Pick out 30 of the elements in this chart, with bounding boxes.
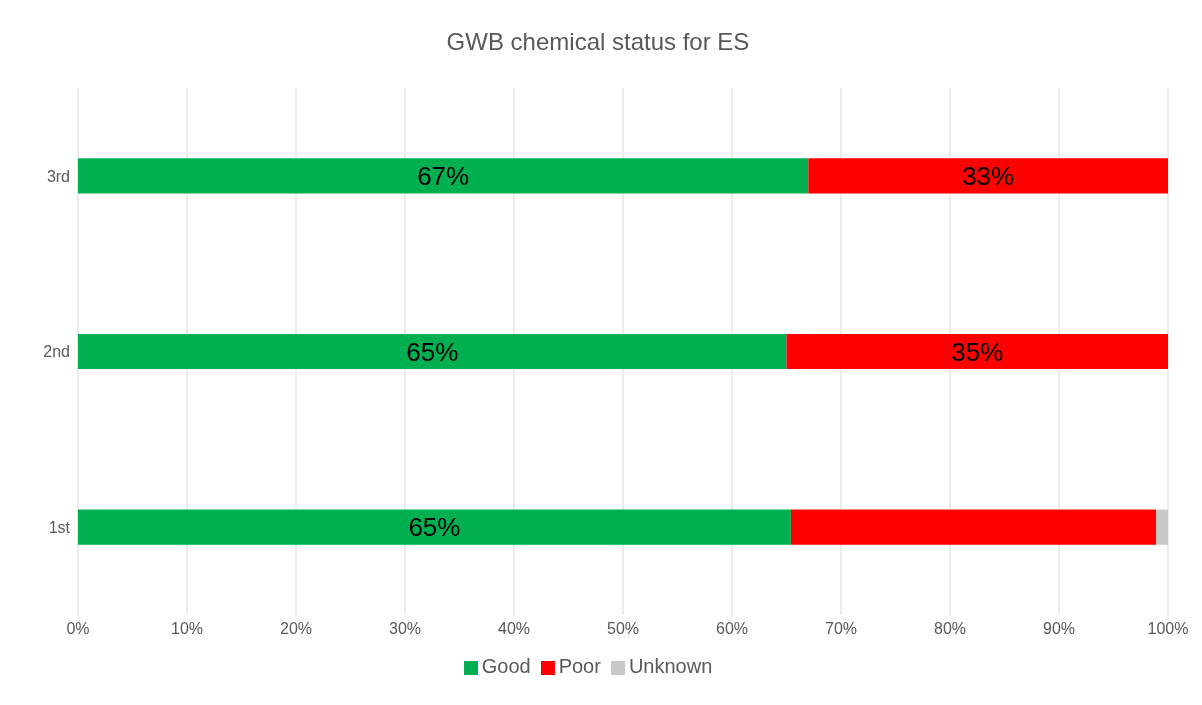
bar (78, 333, 787, 370)
bar (78, 158, 809, 194)
bar (808, 158, 1168, 194)
x-tick-label: 30% (388, 620, 422, 638)
x-tick-label: 100% (1147, 620, 1189, 638)
y-tick-label: 2nd (43, 343, 70, 361)
bar (790, 509, 1157, 545)
chart-title: GWB chemical status for ES (445, 27, 751, 57)
bar (1156, 509, 1168, 545)
x-tick-label: 0% (66, 620, 90, 638)
x-tick-label: 10% (170, 620, 204, 638)
x-tick-label: 50% (606, 620, 640, 638)
legend-label: Good (481, 655, 531, 677)
legend-label: Unknown (628, 655, 713, 677)
bar (786, 333, 1168, 370)
x-tick-label: 20% (279, 620, 313, 638)
bar (78, 509, 791, 545)
x-tick-label: 70% (824, 620, 858, 638)
legend-label: Poor (558, 655, 601, 677)
x-tick-label: 60% (715, 620, 749, 638)
x-tick-label: 80% (933, 620, 967, 638)
y-tick-label: 3rd (46, 167, 70, 185)
data-label: 33% (962, 160, 1015, 191)
x-tick-label: 90% (1042, 620, 1076, 638)
data-label: 35% (951, 336, 1004, 367)
data-label: 67% (417, 160, 470, 191)
data-label: 65% (408, 512, 461, 543)
x-tick-label: 40% (497, 620, 531, 638)
data-label: 65% (406, 336, 459, 367)
y-tick-label: 1st (48, 518, 71, 536)
